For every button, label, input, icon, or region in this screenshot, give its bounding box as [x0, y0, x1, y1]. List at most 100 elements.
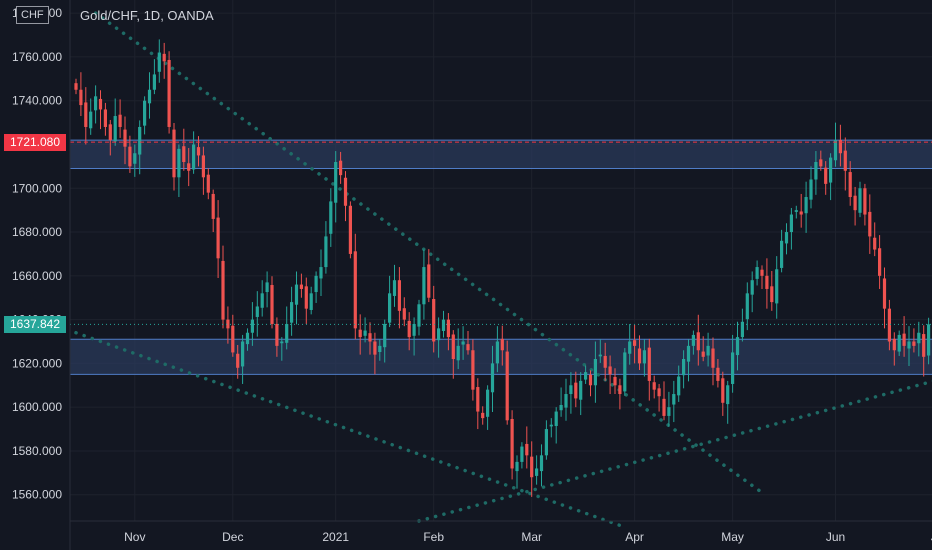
candle-body-up — [378, 345, 382, 353]
candle-body-down — [368, 333, 372, 342]
candle-body-up — [780, 240, 784, 268]
candle-body-up — [598, 354, 602, 357]
candle-body-down — [657, 388, 661, 397]
candle-body-up — [290, 302, 294, 323]
candle-body-up — [329, 201, 333, 234]
candle-body-down — [397, 280, 401, 311]
candle-body-down — [466, 344, 470, 351]
candle-body-up — [417, 304, 421, 327]
candle-body-down — [432, 299, 436, 342]
candle-body-down — [912, 341, 916, 346]
candle-body-down — [446, 319, 450, 338]
candle-body-up — [789, 214, 793, 233]
candle-body-down — [182, 146, 186, 162]
candle-body-up — [412, 323, 416, 336]
candle-body-up — [334, 161, 338, 203]
candle-body-up — [564, 394, 568, 408]
candle-body-up — [775, 269, 779, 304]
candle-body-down — [187, 163, 191, 171]
candle-body-up — [794, 210, 798, 212]
candle-body-up — [319, 267, 323, 279]
x-tick-label: Feb — [423, 530, 444, 544]
candle-body-up — [745, 293, 749, 320]
candle-body-down — [304, 286, 308, 309]
candle-body-down — [98, 98, 103, 110]
candle-body-down — [716, 367, 720, 381]
x-tick-label: Mar — [521, 530, 542, 544]
candle-body-up — [265, 282, 269, 293]
candle-body-up — [584, 372, 588, 380]
candle-body-down — [574, 382, 578, 399]
candle-body-up — [731, 352, 735, 384]
grid — [70, 0, 932, 521]
candle-body-up — [706, 345, 710, 356]
candle-body-up — [642, 350, 646, 364]
candle-body-up — [309, 293, 313, 310]
candle-body-down — [530, 456, 534, 478]
candle-body-down — [231, 325, 235, 353]
candle-body-down — [74, 83, 78, 90]
candle-body-up — [593, 359, 597, 386]
trendlines — [74, 11, 932, 528]
candle-body-down — [647, 347, 651, 381]
candle-body-down — [799, 211, 803, 215]
candle-body-up — [143, 100, 147, 126]
currency-tag[interactable]: CHF — [16, 6, 49, 24]
candle-body-down — [902, 333, 906, 346]
trendline — [417, 379, 932, 523]
candle-body-up — [672, 394, 676, 405]
candle-body-down — [226, 319, 230, 329]
candle-body-down — [853, 195, 857, 211]
candle-body-up — [784, 232, 789, 244]
candle-body-up — [735, 337, 740, 356]
candle-body-up — [833, 140, 838, 161]
candle-body-up — [515, 461, 519, 472]
candle-body-up — [94, 96, 98, 111]
candle-body-down — [236, 353, 240, 368]
candle-body-down — [481, 412, 485, 419]
candle-body-down — [275, 323, 279, 346]
current-price-tag: 1637.842 — [4, 315, 66, 333]
candle-body-down — [471, 350, 475, 390]
candle-body-down — [843, 150, 847, 171]
candle-body-up — [461, 341, 465, 345]
candle-body-down — [128, 146, 132, 167]
candle-body-down — [299, 284, 303, 289]
y-tick-label: 1740.000 — [12, 94, 62, 108]
candle-body-up — [495, 341, 499, 364]
candle-body-down — [662, 398, 666, 416]
candle-body-down — [427, 264, 431, 298]
candle-body-up — [363, 330, 367, 336]
candle-body-down — [922, 334, 926, 357]
candle-body-down — [603, 355, 607, 368]
x-tick-label: Apr — [625, 530, 644, 544]
trendline — [74, 330, 622, 528]
candle-body-up — [544, 429, 548, 456]
candles — [74, 39, 931, 497]
candle-body-down — [407, 320, 411, 338]
candle-body-down — [108, 124, 112, 141]
candle-body-down — [760, 269, 764, 276]
candle-body-up — [456, 345, 460, 361]
candle-body-up — [809, 179, 813, 200]
candle-body-down — [348, 205, 352, 254]
candle-body-up — [682, 359, 686, 376]
candle-body-up — [829, 157, 833, 183]
candle-body-down — [608, 366, 612, 375]
candle-body-down — [476, 387, 480, 412]
candle-body-up — [539, 455, 544, 472]
x-tick-label: Jun — [826, 530, 845, 544]
horizontal-lines — [70, 141, 932, 325]
candle-body-up — [422, 267, 426, 305]
x-axis-ticks: Nov Dec 2021 Feb Mar Apr May Jun Jul — [124, 530, 932, 544]
y-tick-label: 1620.000 — [12, 356, 62, 370]
candle-body-down — [770, 286, 774, 303]
candle-body-up — [755, 267, 759, 279]
candle-body-down — [216, 217, 220, 259]
candle-body-up — [260, 293, 264, 308]
x-tick-label: 2021 — [322, 530, 349, 544]
candle-body-down — [505, 351, 509, 421]
candle-body-down — [711, 348, 715, 368]
